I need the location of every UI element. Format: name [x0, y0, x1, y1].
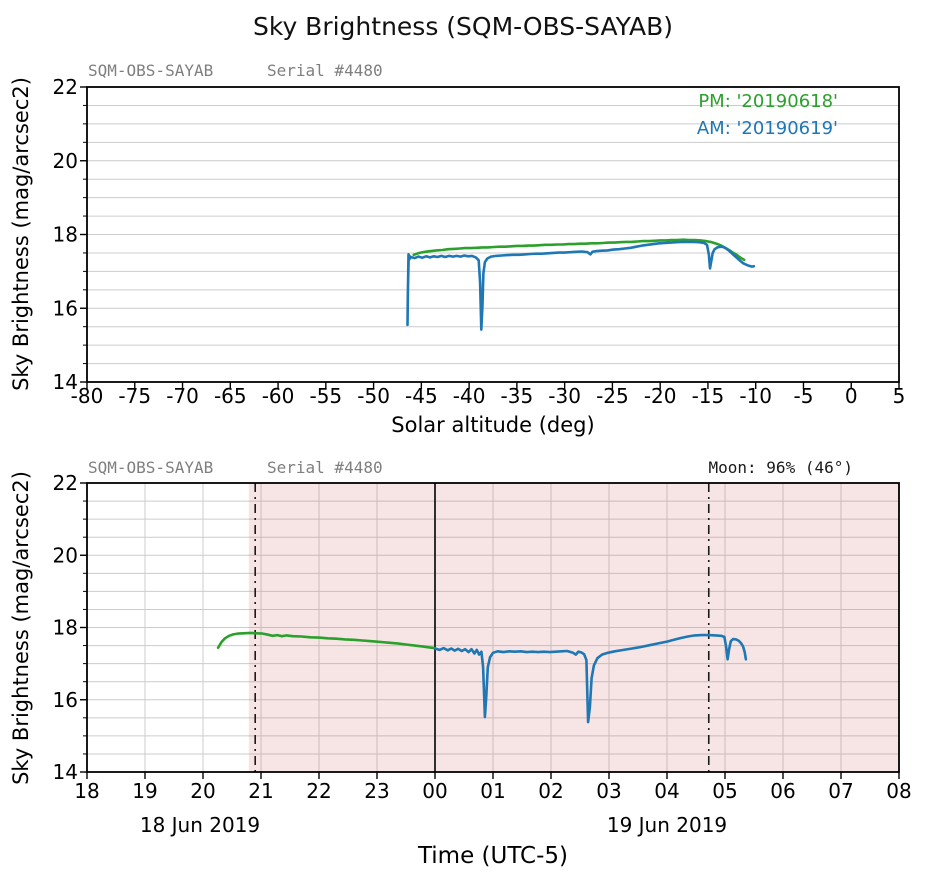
top-series-pm-line — [412, 238, 746, 262]
y-tick-label: 22 — [53, 471, 78, 495]
x-tick-label: 23 — [364, 779, 389, 803]
x-tick-label: -10 — [739, 384, 772, 408]
x-tick-label: -30 — [548, 384, 581, 408]
top-legend: PM: '20190618' AM: '20190619' — [610, 88, 838, 142]
y-tick-label: 14 — [53, 760, 78, 784]
moon-annotation: Moon: 96% (46°) — [708, 458, 854, 477]
x-tick-label: -45 — [405, 384, 438, 408]
top-station-annotation: SQM-OBS-SAYAB — [88, 61, 214, 80]
date-label-right: 19 Jun 2019 — [606, 813, 728, 837]
x-tick-label: -70 — [166, 384, 199, 408]
y-tick-label: 20 — [53, 149, 78, 173]
y-tick-label: 16 — [53, 296, 78, 320]
y-tick-label: 16 — [53, 688, 78, 712]
x-tick-label: -50 — [357, 384, 390, 408]
x-tick-label: 01 — [480, 779, 505, 803]
x-tick-label: 03 — [596, 779, 621, 803]
y-tick-label: 18 — [53, 223, 78, 247]
x-tick-label: 08 — [886, 779, 911, 803]
top-gridlines — [87, 104, 899, 365]
x-tick-label: -55 — [309, 384, 342, 408]
legend-am-label: AM: '20190619' — [696, 118, 838, 139]
x-tick-label: -35 — [501, 384, 534, 408]
y-tick-label: 20 — [53, 543, 78, 567]
bottom-series-pm-line — [216, 631, 437, 650]
x-tick-label: 22 — [306, 779, 331, 803]
bottom-station-annotation: SQM-OBS-SAYAB — [88, 458, 214, 477]
x-tick-label: 06 — [770, 779, 795, 803]
x-tick-label: 00 — [422, 779, 447, 803]
bottom-yaxis-label: Sky Brightness (mag/arcsec2) — [9, 471, 33, 785]
x-tick-label: 05 — [712, 779, 737, 803]
top-ticks: -80 -75 -70 -65 -60 -55 -50 -45 -40 -35 -30 -25 -20-… — [53, 75, 906, 408]
x-tick-label: 21 — [248, 779, 273, 803]
bottom-ticks: 18 19 20 21 22 23 00 01 02 03 04 05 06 07 08 14 16 18 20 22 — [53, 471, 912, 803]
top-serial-annotation: Serial #4480 — [267, 61, 383, 80]
x-tick-label: -60 — [262, 384, 295, 408]
date-label-left: 18 Jun 2019 — [139, 813, 261, 837]
x-tick-label: -20 — [644, 384, 677, 408]
x-tick-label: 20 — [190, 779, 215, 803]
y-tick-label: 14 — [53, 370, 78, 394]
time-series-chart: 18 19 20 21 22 23 00 01 02 03 04 05 06 07 08 14 16 18 20 22 — [53, 471, 912, 803]
y-tick-label: 22 — [53, 75, 78, 99]
x-tick-label: 02 — [538, 779, 563, 803]
x-tick-label: -40 — [453, 384, 486, 408]
moon-up-shaded-region — [248, 483, 899, 772]
x-tick-label: -80 — [71, 384, 104, 408]
x-tick-label: 07 — [828, 779, 853, 803]
y-tick-label: 18 — [53, 616, 78, 640]
solar-altitude-chart: -80 -75 -70 -65 -60 -55 -50 -45 -40 -35 -30 -25 -20-… — [53, 75, 906, 408]
x-tick-label: 18 — [74, 779, 99, 803]
x-tick-label: -75 — [118, 384, 151, 408]
x-tick-label: 0 — [845, 384, 858, 408]
top-yaxis-label: Sky Brightness (mag/arcsec2) — [9, 77, 33, 391]
bottom-serial-annotation: Serial #4480 — [267, 458, 383, 477]
legend-pm-label: PM: '20190618' — [698, 91, 838, 112]
x-tick-label: -15 — [692, 384, 725, 408]
figure-title: Sky Brightness (SQM-OBS-SAYAB) — [252, 12, 673, 41]
bottom-gridlines — [87, 483, 899, 772]
x-tick-label: 19 — [132, 779, 157, 803]
x-tick-label: -65 — [214, 384, 247, 408]
top-xaxis-label: Solar altitude (deg) — [391, 413, 595, 437]
top-series-am-line — [406, 240, 756, 331]
x-tick-label: 5 — [893, 384, 906, 408]
x-tick-label: 04 — [654, 779, 679, 803]
x-tick-label: -25 — [596, 384, 629, 408]
x-tick-label: -5 — [793, 384, 813, 408]
bottom-xaxis-label: Time (UTC-5) — [417, 843, 569, 869]
bottom-series-am-line — [433, 633, 748, 724]
